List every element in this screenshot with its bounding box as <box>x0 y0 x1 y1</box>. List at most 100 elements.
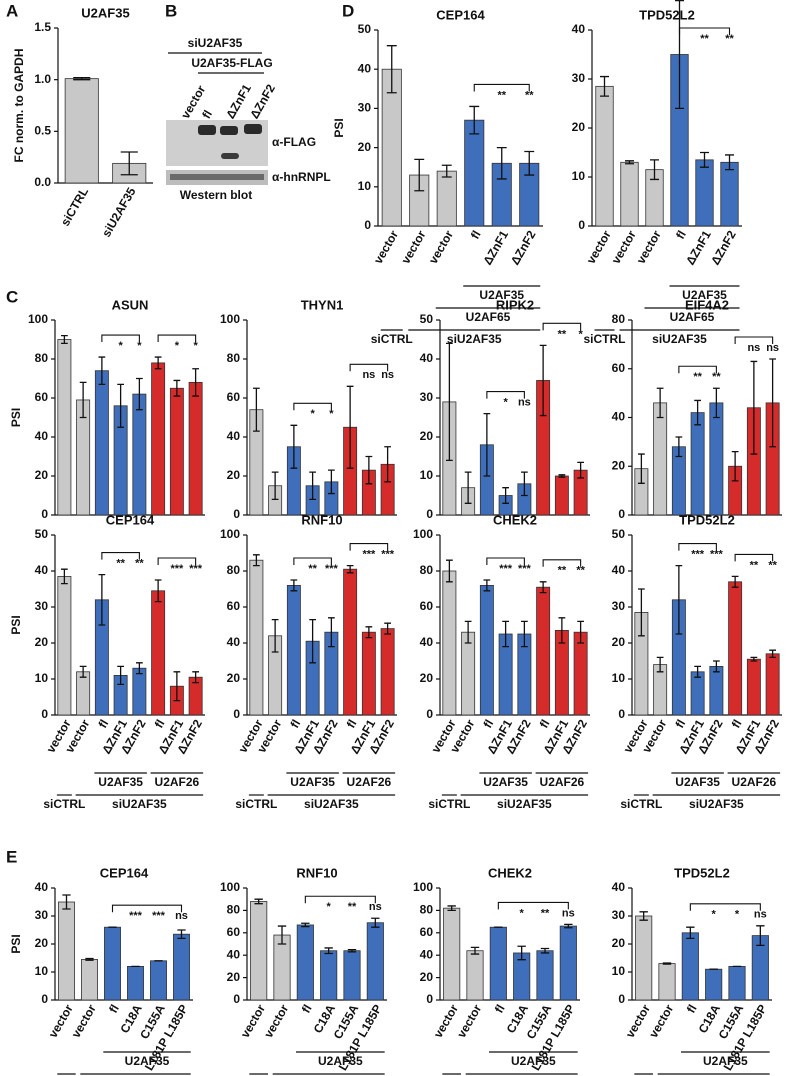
error-bar <box>117 383 124 428</box>
error-bar <box>656 387 664 419</box>
bar <box>57 339 72 516</box>
bar <box>81 959 98 1001</box>
group-label: siU2AF35 <box>689 797 744 811</box>
x-tick-label: vector <box>634 228 664 266</box>
bar <box>554 475 569 516</box>
y-tick-label: 20 <box>420 429 434 443</box>
x-tick-label: fl <box>344 717 360 730</box>
error-bar <box>558 617 566 644</box>
y-tick-label: 100 <box>413 880 433 894</box>
chart-title: CEP164 <box>436 7 485 22</box>
significance-label: ** <box>541 907 550 919</box>
y-tick-label: 0 <box>618 507 625 521</box>
bar <box>132 667 147 716</box>
y-tick-label: 0 <box>364 218 371 232</box>
y-tick-label: 10 <box>35 671 49 685</box>
bar <box>249 559 264 716</box>
significance-bracket <box>293 402 332 411</box>
chart-title: U2AF35 <box>81 5 129 20</box>
bar <box>127 966 144 1001</box>
x-tick-label: vector <box>426 228 456 266</box>
error-bar <box>700 151 709 168</box>
bar <box>746 658 761 716</box>
y-tick-label: 80 <box>420 563 434 577</box>
group-label: U2AF26 <box>155 775 200 789</box>
y-tick-label: 30 <box>35 908 49 922</box>
x-tick-label: fl <box>492 1002 508 1015</box>
error-bar <box>441 164 452 178</box>
significance-label: *** <box>325 563 339 575</box>
lane-label: ΔZnF2 <box>247 82 278 122</box>
error-bar <box>577 620 584 644</box>
y-tick-label: 60 <box>227 925 241 939</box>
error-bar <box>731 575 739 588</box>
group-label: U2AF35 <box>479 288 524 302</box>
x-tick-label: siCTRL <box>58 185 91 228</box>
group-label: U2AF35 <box>125 1054 170 1068</box>
error-bar <box>446 559 453 583</box>
x-tick-label: vector <box>261 1002 291 1040</box>
error-bar <box>625 160 634 165</box>
bar <box>695 159 714 227</box>
x-tick-label: fl <box>299 1002 315 1015</box>
bar <box>620 161 639 227</box>
error-bar <box>365 455 373 485</box>
chart-title: CHEK2 <box>488 865 532 880</box>
bar <box>559 925 577 1001</box>
x-tick-label: fl <box>480 717 496 730</box>
bar <box>320 950 338 1001</box>
y-tick-label: 50 <box>420 312 434 326</box>
y-tick-label: 0 <box>233 992 240 1006</box>
significance-label: * <box>712 909 717 921</box>
significance-label: ns <box>518 397 531 409</box>
significance-label: ns <box>747 342 760 354</box>
bar <box>653 402 668 516</box>
error-bar <box>686 926 695 940</box>
y-tick-label: 30 <box>358 101 372 115</box>
significance-label: *** <box>691 549 705 561</box>
bar <box>705 968 723 1001</box>
x-tick-label: ΔZnF2 <box>708 228 739 268</box>
error-bar <box>639 911 648 921</box>
significance-label: * <box>503 397 508 409</box>
error-bar <box>650 159 659 181</box>
error-bar <box>539 344 547 417</box>
error-bar <box>173 671 181 702</box>
bar <box>366 922 384 1001</box>
bar <box>132 393 147 516</box>
error-bar <box>769 358 776 448</box>
significance-label: ** <box>576 565 585 577</box>
y-tick-label: 20 <box>227 671 241 685</box>
error-bar <box>173 379 181 397</box>
x-tick-label: fl <box>95 717 111 730</box>
significance-label: ** <box>750 559 759 571</box>
group-label: siU2AF35 <box>652 332 707 346</box>
error-bar <box>73 76 91 81</box>
error-bar <box>564 923 573 929</box>
error-bar <box>271 618 279 653</box>
bar <box>76 671 91 716</box>
error-bar <box>136 662 143 675</box>
chart-title: RIPK2 <box>496 297 534 312</box>
bar <box>536 950 554 1001</box>
error-bar <box>120 151 138 176</box>
error-bar <box>371 917 380 928</box>
y-tick-label: 20 <box>612 458 626 472</box>
blot-band <box>198 125 216 135</box>
error-bar <box>483 412 491 477</box>
y-tick-label: 20 <box>572 120 586 134</box>
x-tick-label: fl <box>684 1002 700 1015</box>
blot-band <box>220 126 238 135</box>
group-label: U2AF35 <box>682 288 727 302</box>
error-bar <box>414 158 425 192</box>
y-tick-label: 40 <box>420 635 434 649</box>
error-bar <box>713 387 720 419</box>
error-bar <box>470 946 480 955</box>
y-tick-label: 100 <box>413 527 433 541</box>
bar <box>150 960 167 1001</box>
y-tick-label: 20 <box>612 635 626 649</box>
error-bar <box>713 660 720 673</box>
significance-bracket <box>497 901 569 910</box>
bar <box>380 628 395 716</box>
bar <box>720 161 739 227</box>
